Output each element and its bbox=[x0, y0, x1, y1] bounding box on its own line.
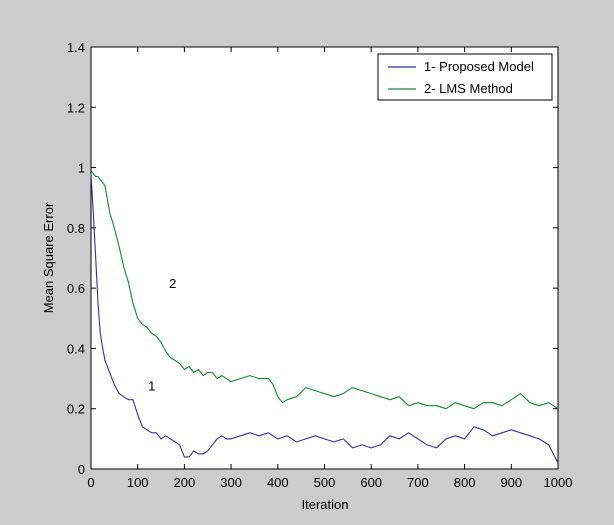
y-tick-label: 0.4 bbox=[67, 341, 85, 356]
y-tick-label: 1.4 bbox=[67, 40, 85, 55]
series-line-lms-method bbox=[90, 170, 559, 410]
legend-label-lms-method: 2- LMS Method bbox=[424, 81, 513, 96]
x-tick-label: 500 bbox=[314, 475, 336, 490]
x-tick-label: 1000 bbox=[544, 475, 573, 490]
y-tick-label: 0.8 bbox=[67, 221, 85, 236]
plot-area bbox=[90, 46, 559, 470]
legend-box bbox=[377, 53, 553, 101]
x-tick-label: 800 bbox=[454, 475, 476, 490]
axis-ticks: 0 100 200 300 400 500 600 700 800 900 1000 0 0.2 0.4 0… bbox=[67, 40, 573, 490]
series-line-proposed-model bbox=[90, 173, 559, 464]
legend-label-proposed-model: 1- Proposed Model bbox=[424, 59, 534, 74]
x-tick-label: 400 bbox=[267, 475, 289, 490]
y-tick-label: 1 bbox=[78, 161, 85, 176]
y-axis-label: Mean Square Error bbox=[41, 202, 56, 313]
x-tick-label: 900 bbox=[500, 475, 522, 490]
x-axis-label: Iteration bbox=[302, 497, 349, 512]
y-tick-label: 0.6 bbox=[67, 281, 85, 296]
x-tick-label: 100 bbox=[127, 475, 149, 490]
legend: 1- Proposed Model 2- LMS Method bbox=[377, 53, 553, 101]
annotations: 12 bbox=[148, 276, 176, 393]
curve-annotation-label: 1 bbox=[148, 379, 155, 394]
x-tick-label: 700 bbox=[407, 475, 429, 490]
y-tick-label: 1.2 bbox=[67, 100, 85, 115]
x-tick-label: 200 bbox=[174, 475, 196, 490]
curve-annotation-label: 2 bbox=[169, 276, 176, 291]
series-lines bbox=[90, 170, 559, 464]
x-tick-label: 600 bbox=[360, 475, 382, 490]
x-tick-label: 0 bbox=[87, 475, 94, 490]
y-tick-label: 0.2 bbox=[67, 402, 85, 417]
y-tick-label: 0 bbox=[78, 462, 85, 477]
x-tick-label: 300 bbox=[220, 475, 242, 490]
